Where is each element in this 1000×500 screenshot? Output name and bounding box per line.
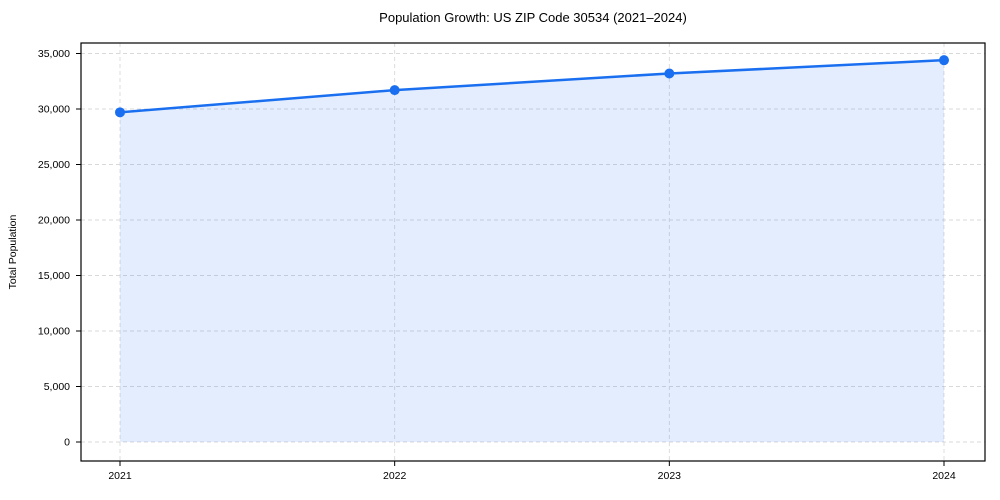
plot-border (80, 42, 986, 462)
x-tick-label: 2021 (108, 470, 132, 482)
data-point-marker (939, 55, 949, 66)
chart-plot-area: 0 5,000 10,000 15,000 20,000 25,000 30,000 35,0… (38, 42, 986, 482)
y-tick-label: 5,000 (44, 381, 70, 393)
y-tick-label: 10,000 (38, 326, 70, 338)
data-point-marker (664, 68, 675, 79)
chart-title: Population Growth: US ZIP Code 30534 (20… (379, 10, 687, 25)
x-tick-label: 2023 (658, 470, 682, 482)
y-tick-label: 20,000 (38, 215, 70, 227)
series-line (118, 58, 946, 114)
data-point-marker (389, 85, 400, 96)
y-tick-label: 0 (64, 437, 70, 449)
y-tick-label: 15,000 (38, 270, 70, 282)
x-tick-label: 2022 (383, 470, 407, 482)
area-fill (120, 60, 944, 442)
y-tick-label: 25,000 (38, 159, 70, 171)
x-tick-label: 2024 (932, 470, 956, 482)
y-tick-label: 30,000 (38, 104, 70, 116)
y-axis-label: Total Population (7, 214, 19, 289)
y-tick-label: 35,000 (38, 48, 70, 60)
data-point-marker (115, 107, 125, 118)
